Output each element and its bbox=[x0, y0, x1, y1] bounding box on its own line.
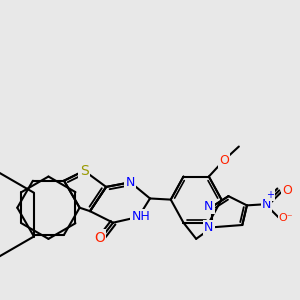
Text: O: O bbox=[94, 231, 105, 245]
Text: O: O bbox=[282, 184, 292, 197]
Text: +: + bbox=[266, 190, 274, 200]
Text: S: S bbox=[80, 164, 88, 178]
Text: N: N bbox=[204, 200, 214, 213]
Text: N: N bbox=[126, 176, 135, 189]
Text: O: O bbox=[219, 154, 229, 167]
Text: N: N bbox=[204, 221, 214, 234]
Text: NH: NH bbox=[131, 210, 150, 224]
Text: N: N bbox=[262, 198, 271, 211]
Text: O⁻: O⁻ bbox=[279, 213, 293, 223]
